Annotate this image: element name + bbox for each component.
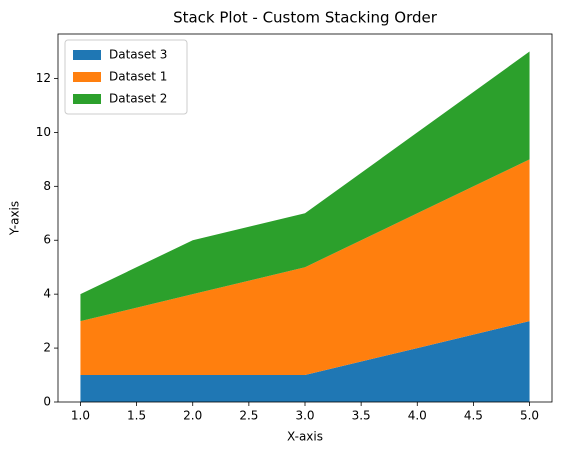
y-tick-label: 4 bbox=[43, 287, 51, 301]
x-tick-label: 4.5 bbox=[464, 409, 483, 423]
legend-label: Dataset 2 bbox=[109, 92, 167, 106]
y-axis-label: Y-axis bbox=[8, 201, 22, 236]
x-tick-label: 1.5 bbox=[127, 409, 146, 423]
chart-title: Stack Plot - Custom Stacking Order bbox=[173, 9, 438, 27]
area bbox=[80, 51, 530, 322]
x-axis-label: X-axis bbox=[287, 430, 323, 444]
x-tick-label: 3.0 bbox=[295, 409, 314, 423]
legend-label: Dataset 1 bbox=[109, 70, 167, 84]
x-tick-label: 3.5 bbox=[352, 409, 371, 423]
legend-swatch bbox=[73, 94, 101, 104]
x-tick-label: 5.0 bbox=[520, 409, 539, 423]
y-tick-label: 12 bbox=[36, 71, 51, 85]
legend-swatch bbox=[73, 72, 101, 82]
x-tick-label: 4.0 bbox=[408, 409, 427, 423]
y-tick-label: 2 bbox=[43, 341, 51, 355]
area bbox=[80, 321, 530, 402]
legend-label: Dataset 3 bbox=[109, 48, 167, 62]
x-tick-label: 2.0 bbox=[183, 409, 202, 423]
y-tick-label: 0 bbox=[43, 395, 51, 409]
y-tick-label: 6 bbox=[43, 233, 51, 247]
y-tick-label: 8 bbox=[43, 179, 51, 193]
x-tick-label: 2.5 bbox=[239, 409, 258, 423]
x-tick-label: 1.0 bbox=[71, 409, 90, 423]
legend-swatch bbox=[73, 50, 101, 60]
y-tick-label: 10 bbox=[36, 125, 51, 139]
